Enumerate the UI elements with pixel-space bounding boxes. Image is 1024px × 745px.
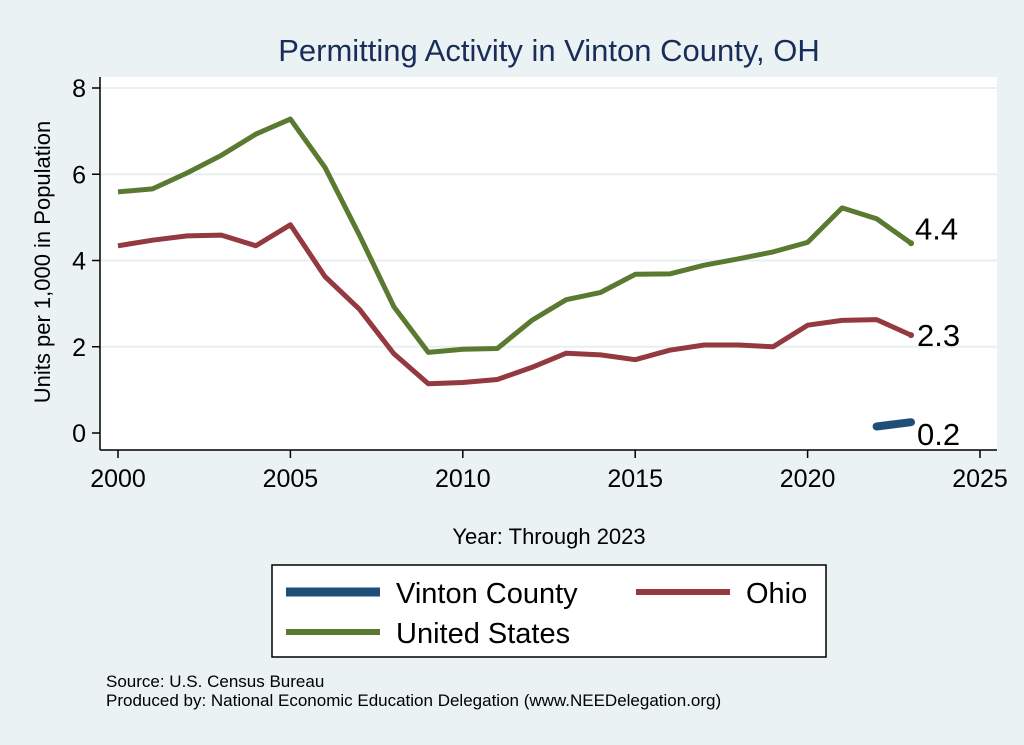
- end-label-ohio: 2.3: [917, 318, 960, 353]
- y-ticks: 0 2 4 6 8: [72, 75, 100, 448]
- source-note: Source: U.S. Census Bureau: [106, 672, 325, 691]
- series-line-vinton-county: [872, 418, 915, 431]
- end-labels: 0.2 2.3 4.4: [915, 211, 960, 452]
- series-layer: [117, 116, 915, 431]
- y-tick-label-0: 0: [72, 420, 86, 448]
- x-axis-label: Year: Through 2023: [452, 524, 645, 549]
- legend-label-vinton-county: Vinton County: [396, 578, 578, 610]
- x-tick-label-2000: 2000: [90, 465, 146, 493]
- legend-label-ohio: Ohio: [746, 578, 807, 610]
- chart-title: Permitting Activity in Vinton County, OH: [278, 33, 820, 68]
- x-tick-label-2025: 2025: [952, 465, 1008, 493]
- legend-label-united-states: United States: [396, 618, 570, 650]
- y-tick-label-4: 4: [72, 248, 86, 276]
- x-tick-label-2015: 2015: [607, 465, 663, 493]
- y-tick-label-2: 2: [72, 334, 86, 362]
- y-tick-label-6: 6: [72, 161, 86, 189]
- x-tick-label-2010: 2010: [435, 465, 491, 493]
- y-axis-label: Units per 1,000 in Population: [30, 121, 55, 404]
- x-ticks: 2000 2005 2010 2015 2020 2025: [90, 450, 1008, 493]
- plot-area: [100, 77, 997, 450]
- series-line-united-states: [117, 116, 913, 355]
- end-label-united-states: 4.4: [915, 211, 958, 246]
- end-label-vinton-county: 0.2: [917, 417, 960, 452]
- y-tick-label-8: 8: [72, 75, 86, 103]
- produced-by-note: Produced by: National Economic Education…: [106, 691, 722, 710]
- legend-box: [271, 564, 827, 658]
- series-line-ohio: [117, 222, 913, 387]
- series-endpoint-vinton-county: [908, 419, 915, 426]
- series-endpoint-united-states: [908, 240, 915, 247]
- series-endpoint-ohio: [908, 332, 915, 339]
- x-tick-label-2020: 2020: [780, 465, 836, 493]
- x-tick-label-2005: 2005: [263, 465, 319, 493]
- legend: Vinton County Ohio United States: [271, 564, 827, 658]
- gridlines: [100, 87, 997, 348]
